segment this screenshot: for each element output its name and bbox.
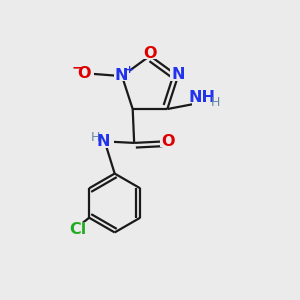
Text: H: H [91,131,101,144]
Text: NH: NH [189,90,216,105]
Text: N: N [172,67,185,82]
FancyBboxPatch shape [170,68,187,81]
FancyBboxPatch shape [88,134,114,148]
FancyBboxPatch shape [74,67,94,80]
FancyBboxPatch shape [114,68,130,81]
Text: −: − [71,60,83,74]
Text: H: H [211,96,220,109]
Text: N: N [114,68,128,83]
Text: +: + [125,64,134,75]
Text: Cl: Cl [69,222,87,237]
FancyBboxPatch shape [67,222,88,236]
FancyBboxPatch shape [160,134,177,147]
Text: N: N [97,134,110,148]
FancyBboxPatch shape [141,46,159,59]
Text: O: O [78,66,91,81]
FancyBboxPatch shape [192,88,222,111]
Text: O: O [162,134,175,148]
Text: O: O [143,46,157,61]
